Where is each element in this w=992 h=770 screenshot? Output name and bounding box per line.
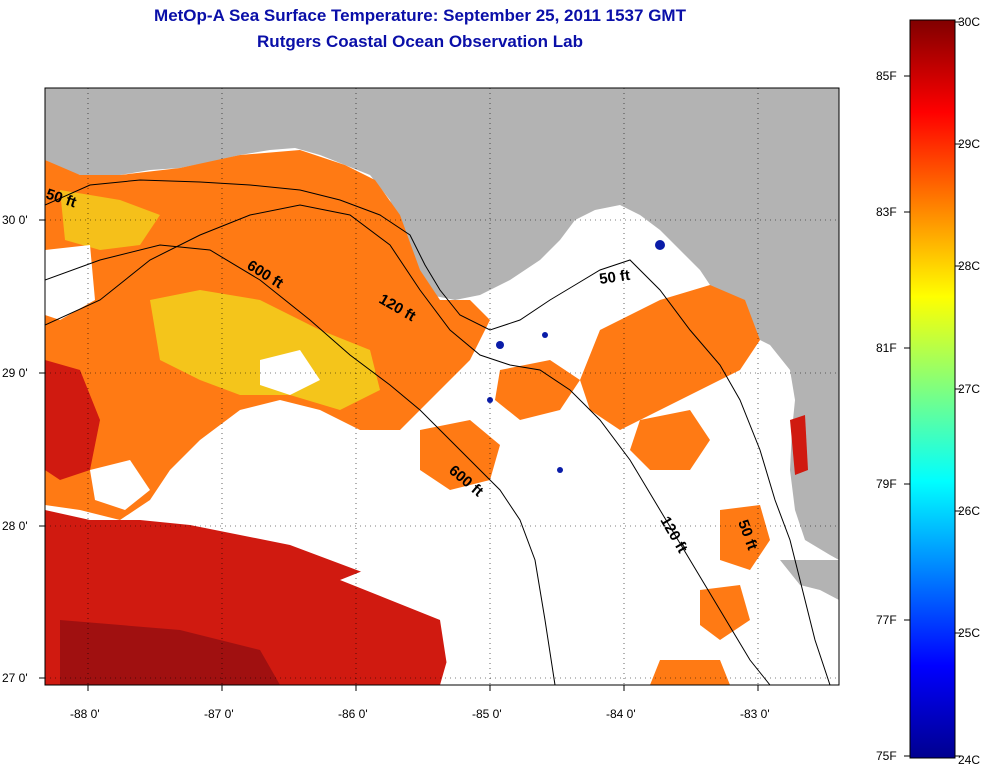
bathymetry-contours — [45, 179, 831, 685]
lat-tick-28: 28 0' — [2, 519, 28, 533]
map-title: MetOp-A Sea Surface Temperature: Septemb… — [154, 6, 686, 25]
colorbar-f-85: 85F — [876, 69, 897, 83]
colorbar-c-27: 27C — [958, 382, 980, 396]
colorbar-f-83: 83F — [876, 205, 897, 219]
colorbar-f-79: 79F — [876, 477, 897, 491]
lon-tick-84: -84 0' — [606, 707, 636, 721]
plot-area — [45, 88, 839, 685]
land-mass — [45, 88, 839, 560]
lat-tick-29: 29 0' — [2, 366, 28, 380]
tick-marks — [39, 219, 759, 691]
colorbar-c-24: 24C — [958, 753, 980, 767]
colorbar-gradient — [909, 19, 956, 759]
lat-tick-27: 27 0' — [2, 671, 28, 685]
colorbar-c-30: 30C — [958, 15, 980, 29]
map-subtitle: Rutgers Coastal Ocean Observation Lab — [257, 32, 583, 51]
colorbar-c-25: 25C — [958, 626, 980, 640]
lat-tick-30: 30 0' — [2, 213, 28, 227]
lon-tick-88: -88 0' — [70, 707, 100, 721]
colorbar-c-29: 29C — [958, 137, 980, 151]
plot-frame — [44, 87, 840, 686]
lon-tick-86: -86 0' — [338, 707, 368, 721]
colorbar-c-28: 28C — [958, 259, 980, 273]
lon-tick-87: -87 0' — [204, 707, 234, 721]
colorbar-f-81: 81F — [876, 341, 897, 355]
colorbar-f-77: 77F — [876, 613, 897, 627]
colorbar: 85F 83F 81F 79F 77F 75F 30C 29C 28C 27C … — [876, 15, 980, 767]
lon-tick-85: -85 0' — [472, 707, 502, 721]
lon-tick-83: -83 0' — [740, 707, 770, 721]
contour-label-50ft-bigbend: 50 ft — [598, 267, 631, 288]
colorbar-f-75: 75F — [876, 749, 897, 763]
sst-cool-region — [150, 290, 380, 410]
colorbar-c-26: 26C — [958, 504, 980, 518]
